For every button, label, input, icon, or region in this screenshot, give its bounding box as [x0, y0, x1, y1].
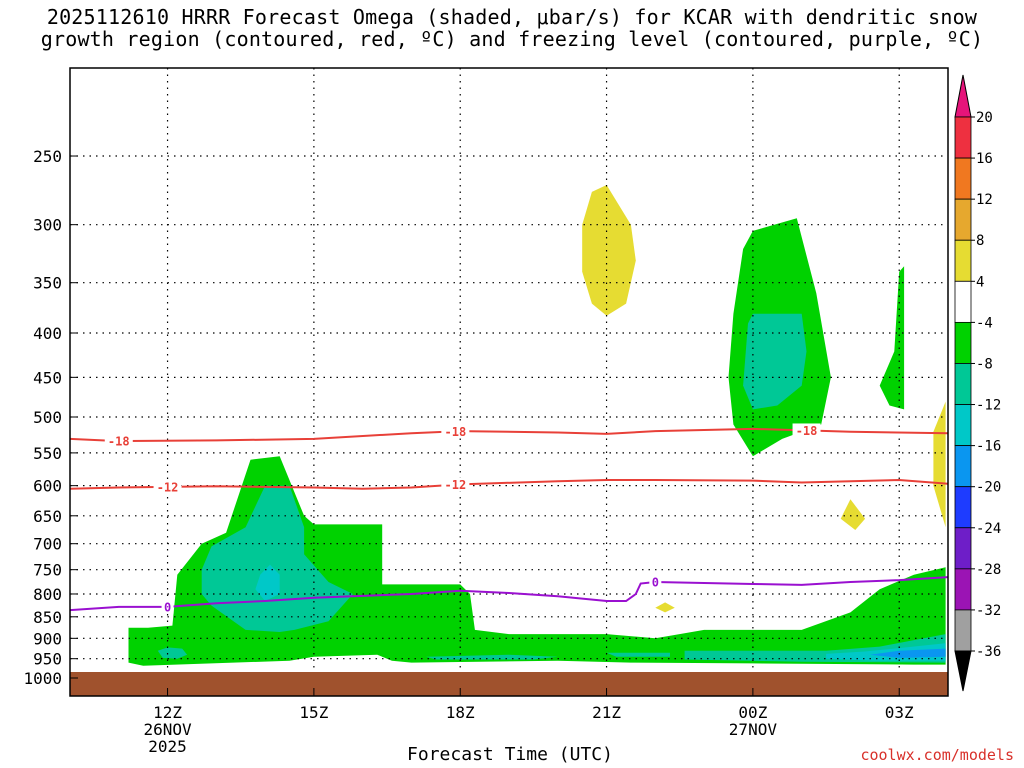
- colorbar-segment-0: [954, 116, 972, 159]
- y-tick-label-350: 350: [33, 274, 62, 293]
- omega-region--8f: [743, 313, 807, 410]
- colorbar: 20 16 12 8 4 -4 -8 -12 -16 -20 -24 -28 -32 -36: [954, 74, 1001, 692]
- colorbar-segment-2: [954, 198, 972, 241]
- contour-line-0: [70, 576, 948, 612]
- contour-label--12-0: -12: [157, 480, 179, 494]
- colorbar-segment-3: [954, 239, 972, 282]
- contour-label--12-1: -12: [445, 478, 467, 492]
- y-tick-label-250: 250: [33, 147, 62, 166]
- colorbar-label-11: -28: [976, 562, 1001, 578]
- contour-label-bg-0-1: [649, 575, 662, 590]
- omega-region-4c: [655, 602, 675, 613]
- colorbar-label-13: -36: [976, 644, 1001, 660]
- x-tick-year-12Z: 2025: [148, 737, 187, 756]
- y-tick-label-500: 500: [33, 408, 62, 427]
- chart-title-line2: growth region (contoured, red, ºC) and f…: [40, 27, 984, 51]
- chart-title-line1: 2025112610 HRRR Forecast Omega (shaded, …: [46, 5, 978, 29]
- colorbar-segment-4: [954, 280, 972, 323]
- x-axis-label: Forecast Time (UTC): [407, 744, 613, 765]
- x-tick-date-12Z: 26NOV: [143, 720, 192, 739]
- y-tick-label-950: 950: [33, 650, 62, 669]
- y-tick-label-800: 800: [33, 585, 62, 604]
- y-tick-label-750: 750: [33, 561, 62, 580]
- colorbar-segment-9: [954, 486, 972, 529]
- colorbar-label-7: -12: [976, 398, 1001, 414]
- x-tick-label-15Z: 15Z: [299, 703, 328, 722]
- omega-region--8c: [426, 654, 558, 660]
- colorbar-label-2: 12: [976, 192, 993, 208]
- contour-label--18-0: -18: [108, 435, 130, 449]
- y-tick-label-650: 650: [33, 507, 62, 526]
- omega-region--12: [255, 564, 280, 601]
- contour-label-bg--12-0: [153, 479, 182, 494]
- y-tick-label-900: 900: [33, 629, 62, 648]
- omega-region--8b: [157, 647, 188, 659]
- x-tick-label-12Z: 12Z: [153, 703, 182, 722]
- colorbar-segment-8: [954, 445, 972, 488]
- y-tick-label-400: 400: [33, 324, 62, 343]
- colorbar-label-0: 20: [976, 110, 993, 126]
- colorbar-label-1: 16: [976, 151, 993, 167]
- y-tick-label-700: 700: [33, 535, 62, 554]
- ground-layer: [70, 672, 948, 696]
- contour-label-bg--12-1: [441, 477, 470, 492]
- colorbar-label-3: 8: [976, 233, 984, 249]
- contour-label-bg--18-0: [104, 434, 133, 449]
- omega-shading: [128, 185, 946, 666]
- y-tick-label-600: 600: [33, 477, 62, 496]
- contour-label-0-1: 0: [652, 576, 659, 590]
- contour-line--12: [70, 478, 948, 490]
- credit-text: coolwx.com/models: [860, 746, 1014, 764]
- grid: [70, 68, 948, 696]
- x-tick-label-18Z: 18Z: [446, 703, 475, 722]
- colorbar-segment-5: [954, 321, 972, 364]
- colorbar-segment-10: [954, 527, 972, 570]
- colorbar-bottom-arrow: [954, 650, 972, 692]
- x-tick-label-21Z: 21Z: [592, 703, 621, 722]
- chart-title: 2025112610 HRRR Forecast Omega (shaded, …: [0, 6, 1024, 50]
- colorbar-segment-11: [954, 568, 972, 611]
- contour-label--18-1: -18: [445, 425, 467, 439]
- omega-region-4: [582, 185, 636, 316]
- x-tick-date-00Z: 27NOV: [729, 720, 778, 739]
- colorbar-label-4: 4: [976, 274, 984, 290]
- y-tick-label-450: 450: [33, 368, 62, 387]
- x-tick-label-03Z: 03Z: [885, 703, 914, 722]
- omega-region-4b: [840, 499, 866, 530]
- contour-label-bg--18-1: [441, 424, 470, 439]
- axes: 250 300 350 400 450 500 550 600 650 700 750 800 850 9…: [23, 147, 914, 756]
- x-tick-label-00Z: 00Z: [738, 703, 767, 722]
- contours: -18 -18 -18 -12 -12 0 0: [70, 423, 948, 614]
- colorbar-segment-12: [954, 609, 972, 652]
- omega-region--16: [870, 648, 946, 658]
- omega-region--4c: [879, 266, 905, 410]
- colorbar-label-5: -4: [976, 315, 993, 331]
- y-tick-label-1000: 1000: [23, 669, 62, 688]
- contour-label-bg-0-0: [161, 599, 174, 614]
- colorbar-label-12: -32: [976, 603, 1001, 619]
- contour-label-0-0: 0: [164, 600, 171, 614]
- y-tick-label-300: 300: [33, 216, 62, 235]
- colorbar-segment-6: [954, 363, 972, 405]
- plot-frame: [69, 67, 949, 697]
- y-tick-label-550: 550: [33, 444, 62, 463]
- omega-region--8d: [606, 652, 670, 657]
- colorbar-label-6: -8: [976, 356, 993, 372]
- colorbar-segment-1: [954, 157, 972, 200]
- contour-label--18-2: -18: [796, 424, 818, 438]
- omega-region--8: [201, 485, 353, 632]
- contour-label-bg--18-2: [792, 423, 821, 438]
- colorbar-segment-7: [954, 404, 972, 447]
- colorbar-top-arrow: [954, 74, 972, 118]
- y-tick-label-850: 850: [33, 608, 62, 627]
- colorbar-label-10: -24: [976, 521, 1001, 537]
- colorbar-label-8: -16: [976, 439, 1001, 455]
- colorbar-label-9: -20: [976, 480, 1001, 496]
